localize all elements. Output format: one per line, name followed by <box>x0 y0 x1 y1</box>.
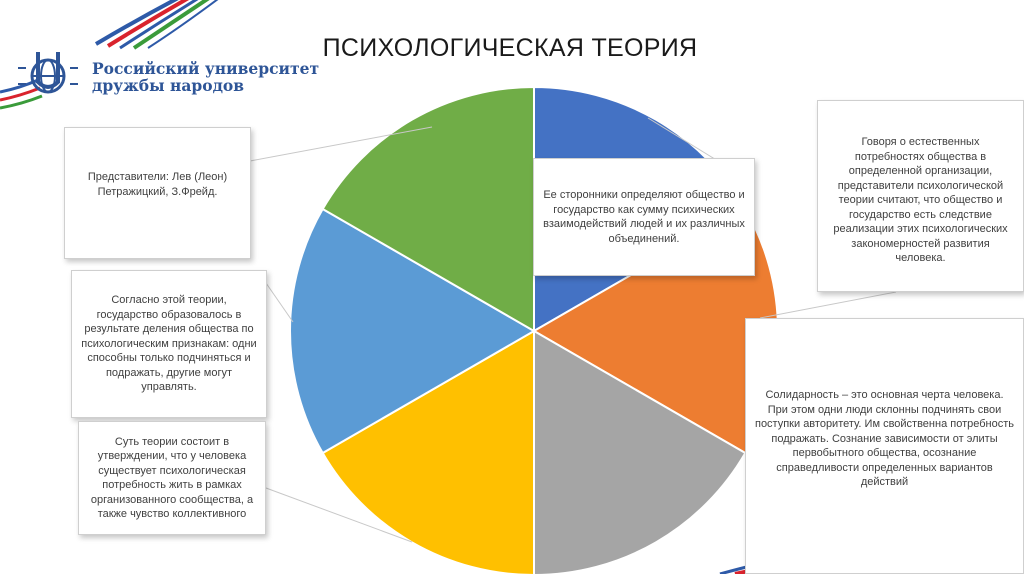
pie-segment-6 <box>321 85 535 333</box>
pie-segment-5 <box>289 207 536 455</box>
callout-state-origin: Согласно этой теории, государство образо… <box>71 270 267 418</box>
callout-supporters-text: Ее сторонники определяют общество и госу… <box>543 189 745 245</box>
callout-solidarity: Солидарность – это основная черта челове… <box>745 318 1024 574</box>
logo-line-2: дружбы народов <box>92 76 245 95</box>
leader-line-essence <box>265 487 413 543</box>
leader-line-natural-needs <box>759 291 897 319</box>
callout-representatives: Представители: Лев (Леон) Петражицкий, З… <box>64 127 251 259</box>
callout-essence-text: Суть теории состоит в утверждении, что у… <box>90 435 254 521</box>
callout-essence: Суть теории состоит в утверждении, что у… <box>78 421 266 535</box>
logo-line-1: Российский университет <box>92 59 320 78</box>
callout-natural-needs-text: Говоря о естественных потребностях общес… <box>833 136 1008 264</box>
university-logo-text: Российский университет дружбы народов <box>92 60 319 94</box>
university-emblem <box>18 52 78 94</box>
leader-line-representatives <box>249 126 433 162</box>
callout-solidarity-text: Солидарность – это основная черта челове… <box>754 389 1014 489</box>
callout-state-origin-text: Согласно этой теории, государство образо… <box>81 294 257 394</box>
callout-natural-needs: Говоря о естественных потребностях общес… <box>817 100 1024 292</box>
callout-supporters: Ее сторонники определяют общество и госу… <box>533 158 755 276</box>
flag-ribbon-top <box>94 0 219 50</box>
leader-line-state-origin <box>265 282 294 323</box>
slide-title: ПСИХОЛОГИЧЕСКАЯ ТЕОРИЯ <box>322 34 698 62</box>
callout-representatives-text: Представители: Лев (Леон) Петражицкий, З… <box>87 171 228 198</box>
leader-line-supporters <box>647 117 719 162</box>
leader-lines <box>249 117 897 543</box>
